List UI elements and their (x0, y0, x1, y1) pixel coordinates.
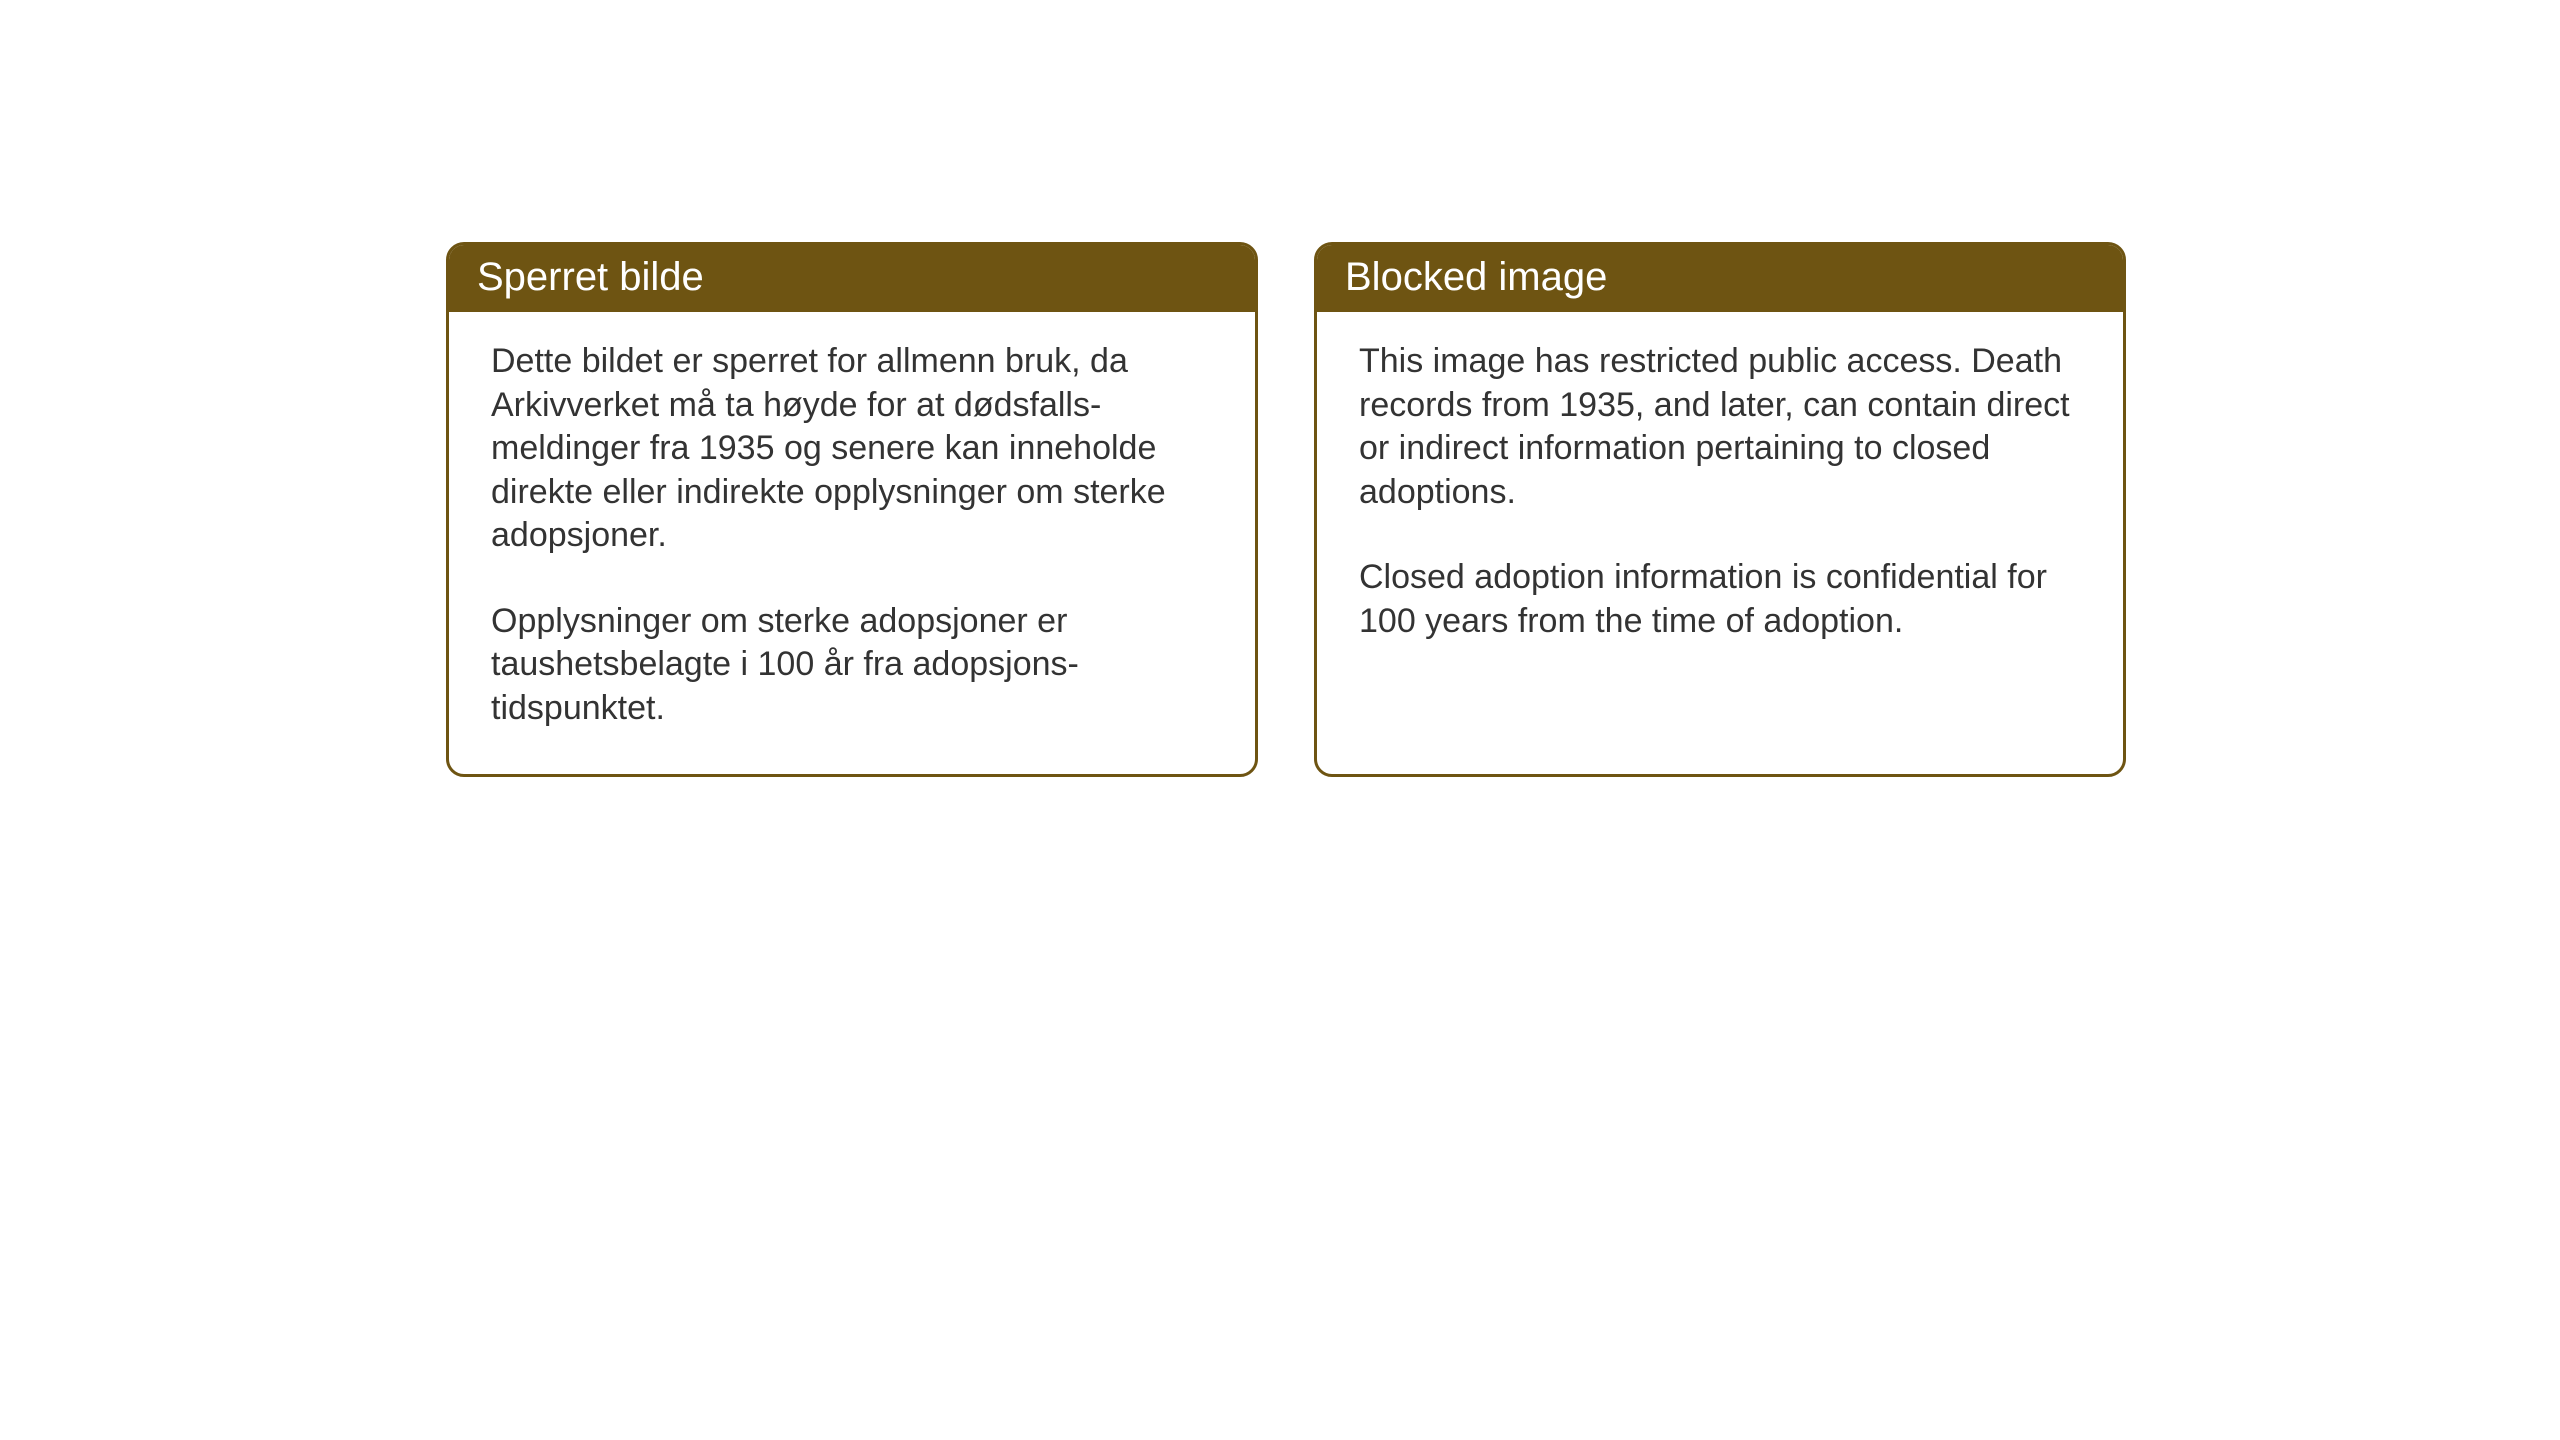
card-body-english: This image has restricted public access.… (1317, 312, 2123, 687)
card-title-english: Blocked image (1345, 255, 1607, 299)
card-title-norwegian: Sperret bilde (477, 255, 704, 299)
card-paragraph-2-norwegian: Opplysninger om sterke adopsjoner er tau… (491, 600, 1213, 731)
card-paragraph-2-english: Closed adoption information is confident… (1359, 556, 2081, 643)
card-body-norwegian: Dette bildet er sperret for allmenn bruk… (449, 312, 1255, 774)
card-paragraph-1-english: This image has restricted public access.… (1359, 340, 2081, 514)
card-header-norwegian: Sperret bilde (449, 245, 1255, 312)
card-header-english: Blocked image (1317, 245, 2123, 312)
notice-card-norwegian: Sperret bilde Dette bildet er sperret fo… (446, 242, 1258, 777)
notice-card-english: Blocked image This image has restricted … (1314, 242, 2126, 777)
card-paragraph-1-norwegian: Dette bildet er sperret for allmenn bruk… (491, 340, 1213, 558)
notice-container: Sperret bilde Dette bildet er sperret fo… (446, 242, 2126, 777)
